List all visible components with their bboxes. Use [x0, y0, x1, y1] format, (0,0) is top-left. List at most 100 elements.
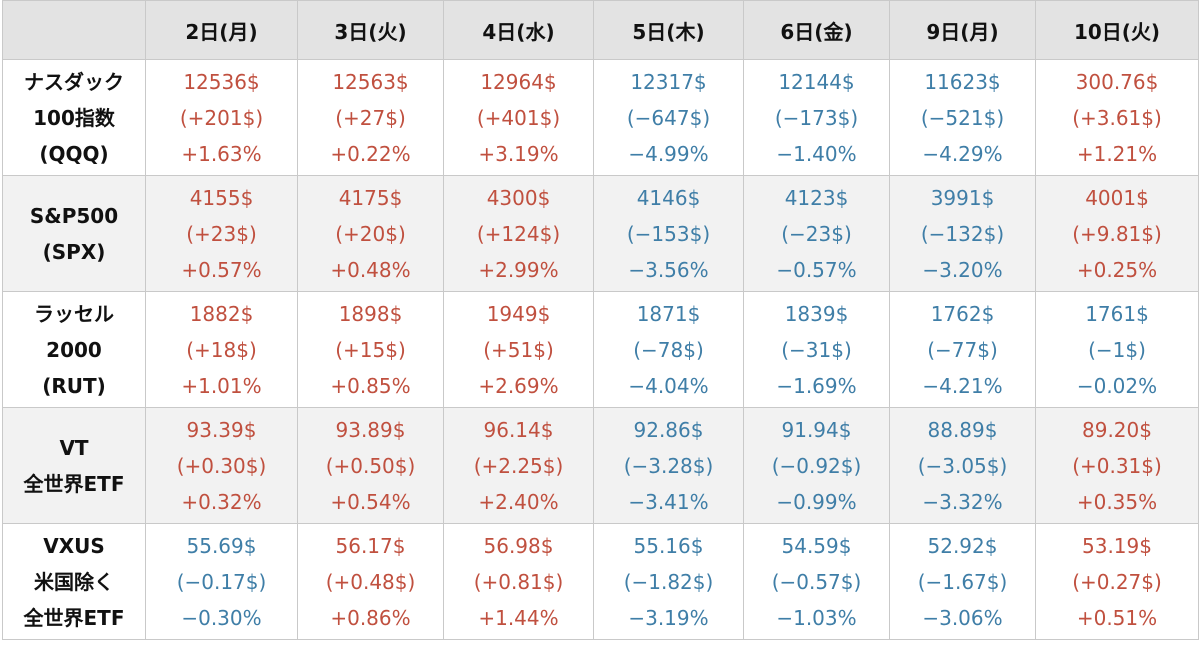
price-change: (−1.67$) [917, 569, 1008, 594]
percent-change: +1.21% [1076, 141, 1158, 166]
price-cell: 55.16$ (−1.82$) −3.19% [593, 523, 744, 640]
price-value: 4146$ [636, 185, 701, 210]
percent-change: +0.25% [1076, 257, 1158, 282]
percent-change: +0.22% [330, 141, 411, 166]
price-cell: 11623$ (−521$) −4.29% [889, 59, 1036, 176]
price-cell: 12317$ (−647$) −4.99% [593, 59, 744, 176]
percent-change: −0.02% [1076, 373, 1158, 398]
price-change: (−1.82$) [623, 569, 714, 594]
price-cell: 93.39$ (+0.30$) +0.32% [145, 407, 298, 524]
price-change: (−647$) [626, 105, 711, 130]
percent-change: +0.51% [1076, 605, 1158, 630]
price-change: (+23$) [186, 221, 257, 246]
price-cell: 56.98$ (+0.81$) +1.44% [443, 523, 594, 640]
table-row: ラッセル 2000 (RUT) 1882$ (+18$) +1.01% 1898$ (+15$… [2, 291, 1199, 408]
price-value: 12563$ [332, 69, 409, 94]
price-value: 89.20$ [1082, 417, 1152, 442]
percent-change: +0.57% [181, 257, 262, 282]
row-label-line: VXUS [43, 533, 105, 558]
price-cell: 12964$ (+401$) +3.19% [443, 59, 594, 176]
row-label-line: VT [59, 435, 89, 460]
date-header: 5日(木) [593, 0, 744, 60]
price-change: (+18$) [186, 337, 257, 362]
percent-change: −0.30% [181, 605, 262, 630]
price-cell: 1898$ (+15$) +0.85% [297, 291, 444, 408]
price-value: 4175$ [338, 185, 403, 210]
price-cell: 4001$ (+9.81$) +0.25% [1035, 175, 1199, 292]
price-change: (−31$) [781, 337, 852, 362]
price-change: (+9.81$) [1072, 221, 1162, 246]
row-label-line: ラッセル [34, 301, 114, 326]
row-label-line: (SPX) [42, 239, 106, 264]
price-cell: 55.69$ (−0.17$) −0.30% [145, 523, 298, 640]
price-value: 1839$ [784, 301, 849, 326]
row-label-line: 全世界ETF [23, 605, 125, 630]
price-change: (−78$) [633, 337, 704, 362]
row-label: ラッセル 2000 (RUT) [2, 291, 146, 408]
percent-change: +0.54% [330, 489, 411, 514]
percent-change: −1.69% [776, 373, 857, 398]
price-change: (+124$) [476, 221, 561, 246]
row-label-line: S&P500 [29, 203, 119, 228]
price-value: 1762$ [930, 301, 995, 326]
price-cell: 52.92$ (−1.67$) −3.06% [889, 523, 1036, 640]
price-cell: 4175$ (+20$) +0.48% [297, 175, 444, 292]
corner-cell [2, 0, 146, 60]
price-cell: 4146$ (−153$) −3.56% [593, 175, 744, 292]
percent-change: −3.41% [628, 489, 709, 514]
price-change: (+3.61$) [1072, 105, 1162, 130]
row-label-line: (RUT) [42, 373, 106, 398]
percent-change: +2.69% [478, 373, 559, 398]
price-value: 12964$ [480, 69, 557, 94]
table-row: ナスダック 100指数 (QQQ) 12536$ (+201$) +1.63% 12563$… [2, 59, 1199, 176]
price-cell: 12536$ (+201$) +1.63% [145, 59, 298, 176]
percent-change: +1.44% [478, 605, 559, 630]
price-change: (−0.92$) [771, 453, 862, 478]
date-header: 2日(月) [145, 0, 298, 60]
percent-change: −4.04% [628, 373, 709, 398]
date-header: 3日(火) [297, 0, 444, 60]
price-change: (+2.25$) [473, 453, 564, 478]
price-cell: 92.86$ (−3.28$) −3.41% [593, 407, 744, 524]
percent-change: −4.99% [628, 141, 709, 166]
header-row: 2日(月) 3日(火) 4日(水) 5日(木) 6日(金) 9日(月) 10日(… [2, 0, 1199, 60]
table-row: VT 全世界ETF 93.39$ (+0.30$) +0.32% 93.89$ (+0.50… [2, 407, 1199, 524]
row-label: ナスダック 100指数 (QQQ) [2, 59, 146, 176]
percent-change: +2.40% [478, 489, 559, 514]
price-value: 300.76$ [1075, 69, 1159, 94]
price-value: 92.86$ [633, 417, 704, 442]
price-change: (−153$) [626, 221, 711, 246]
price-value: 4001$ [1085, 185, 1149, 210]
price-cell: 91.94$ (−0.92$) −0.99% [743, 407, 890, 524]
row-label-line: (QQQ) [39, 141, 109, 166]
price-value: 93.39$ [186, 417, 257, 442]
percent-change: +0.86% [330, 605, 411, 630]
price-change: (−1$) [1088, 337, 1146, 362]
date-header: 6日(金) [743, 0, 890, 60]
price-cell: 1839$ (−31$) −1.69% [743, 291, 890, 408]
price-value: 53.19$ [1082, 533, 1152, 558]
price-cell: 4300$ (+124$) +2.99% [443, 175, 594, 292]
price-change: (−0.57$) [771, 569, 862, 594]
price-value: 4123$ [784, 185, 849, 210]
price-value: 56.17$ [335, 533, 406, 558]
price-cell: 1949$ (+51$) +2.69% [443, 291, 594, 408]
percent-change: −0.57% [776, 257, 857, 282]
percent-change: +2.99% [478, 257, 559, 282]
price-value: 1949$ [486, 301, 551, 326]
price-cell: 1882$ (+18$) +1.01% [145, 291, 298, 408]
price-cell: 56.17$ (+0.48$) +0.86% [297, 523, 444, 640]
price-change: (−3.05$) [917, 453, 1008, 478]
price-value: 88.89$ [927, 417, 998, 442]
percent-change: +3.19% [478, 141, 559, 166]
percent-change: +0.32% [181, 489, 262, 514]
price-cell: 88.89$ (−3.05$) −3.32% [889, 407, 1036, 524]
price-value: 1882$ [189, 301, 254, 326]
price-change: (+0.48$) [325, 569, 416, 594]
price-change: (+0.27$) [1072, 569, 1162, 594]
percent-change: +0.85% [330, 373, 411, 398]
price-cell: 1761$ (−1$) −0.02% [1035, 291, 1199, 408]
price-change: (−132$) [920, 221, 1005, 246]
price-change: (+0.31$) [1072, 453, 1162, 478]
